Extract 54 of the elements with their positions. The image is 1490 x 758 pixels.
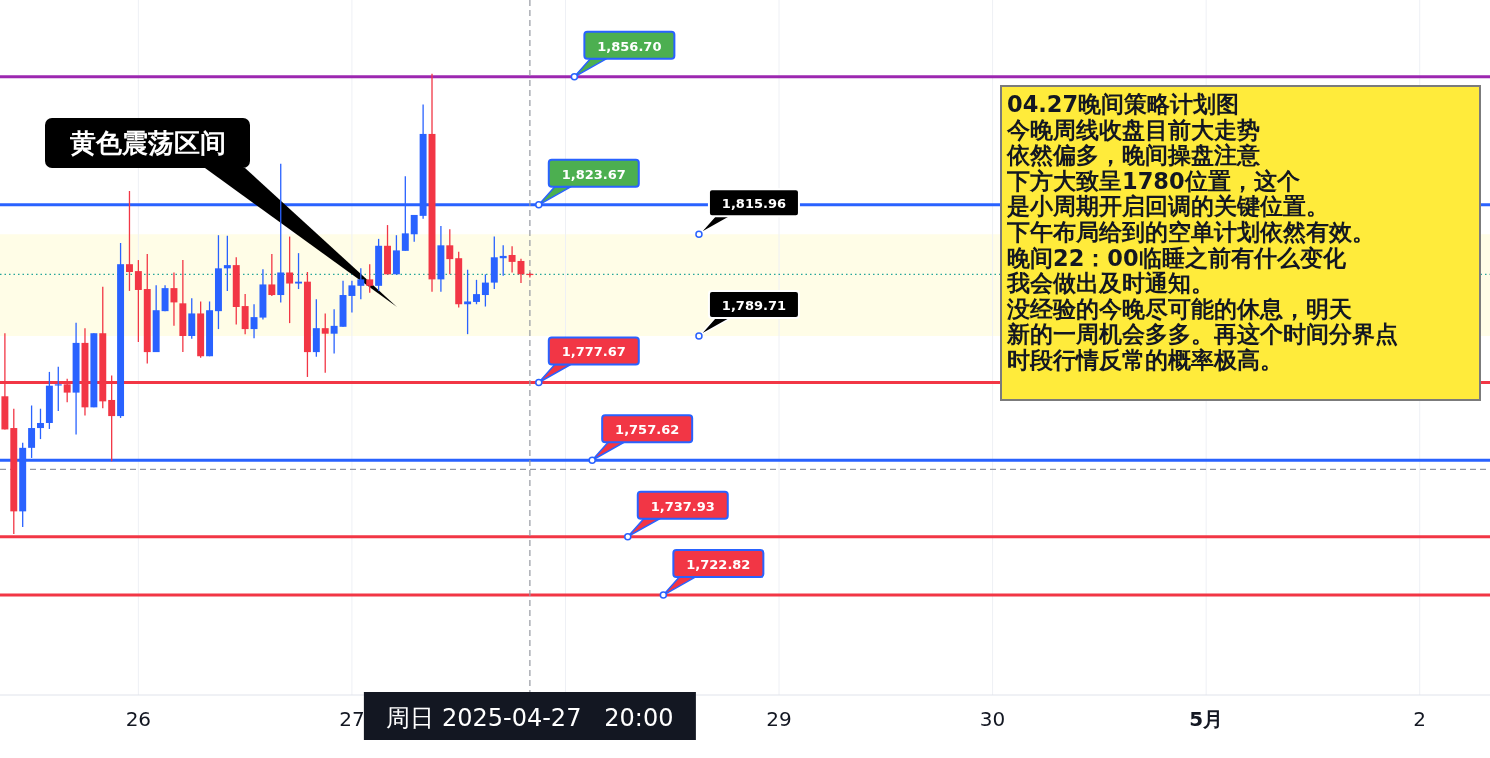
crosshair-label: 周日 2025-04-27 20:00 <box>363 692 696 740</box>
candlestick <box>54 366 62 412</box>
ref-line-label: 周日 2025-04-27 20:00 <box>386 704 674 732</box>
candlestick <box>392 234 400 275</box>
x-tick-label: 30 <box>979 707 1006 731</box>
annotation: 新的一周机会多多。再这个时间分界点 <box>1006 321 1398 348</box>
candlestick <box>295 252 302 290</box>
candlestick <box>464 269 472 335</box>
annotation: 依然偏多，晚间操盘注意 <box>1006 142 1261 169</box>
candlestick <box>241 293 249 335</box>
candlestick <box>134 259 142 343</box>
candlestick <box>321 312 329 374</box>
candlestick <box>268 253 276 297</box>
annotation: 04.27晚间策略计划图 <box>1007 91 1240 117</box>
candlestick <box>223 235 231 292</box>
candlestick <box>330 308 338 355</box>
candlestick <box>410 214 418 243</box>
annotation: 1,757.62 <box>615 422 680 438</box>
annotation: 下午布局给到的空单计划依然有效。 <box>1006 219 1375 245</box>
annotation: 1,856.70 <box>597 38 662 54</box>
candlestick <box>277 163 285 304</box>
x-tick-label: 2 <box>1413 707 1427 731</box>
candlestick <box>312 298 320 358</box>
candlestick <box>481 273 489 308</box>
annotation: 1,737.93 <box>650 498 715 514</box>
annotation: 1,815.96 <box>721 196 787 212</box>
x-tick-label: 5月 <box>1189 707 1224 731</box>
annotation: 1,722.82 <box>686 557 751 573</box>
candlestick <box>286 235 294 324</box>
candlestick <box>37 408 44 440</box>
annotation: 1,789.71 <box>721 297 787 313</box>
x-tick-label: 27 <box>339 707 365 731</box>
annotation: 是小周期开启回调的关键位置。 <box>1006 193 1329 220</box>
candlestick <box>446 228 454 275</box>
annotation: 下方大致呈1780位置，这个 <box>1006 167 1300 194</box>
annotation: 晚间22：00临睡之前有什么变化 <box>1007 244 1347 271</box>
annotation: 1,777.67 <box>561 344 626 360</box>
candlestick <box>188 297 196 340</box>
annotation: 黄色震荡区间 <box>68 128 226 158</box>
candlestick <box>473 279 480 305</box>
annotation: 没经验的今晚尽可能的休息，明天 <box>1006 295 1352 322</box>
annotation: 我会做出及时通知。 <box>1006 270 1214 297</box>
x-tick-label: 26 <box>125 707 152 731</box>
candlestick <box>357 267 365 300</box>
annotation: 今晚周线收盘目前大走势 <box>1006 116 1260 143</box>
candlestick <box>366 263 374 294</box>
candlestick <box>348 280 356 314</box>
candlestick <box>161 284 169 312</box>
annotation: 1,823.67 <box>561 166 626 182</box>
candlestick <box>126 190 133 292</box>
annotation: 时段行情反常的概率极高。 <box>1007 347 1283 373</box>
candlestick <box>170 271 178 327</box>
candlestick <box>508 245 516 274</box>
x-tick-label: 29 <box>766 707 792 731</box>
